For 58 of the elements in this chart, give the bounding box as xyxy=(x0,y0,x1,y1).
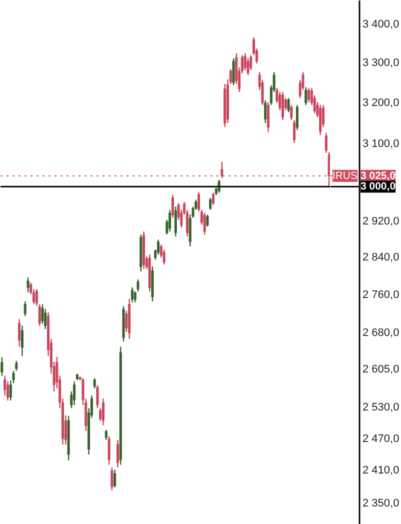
candlestick xyxy=(134,290,136,303)
candlestick xyxy=(206,214,209,228)
candlestick xyxy=(157,238,160,256)
candlestick xyxy=(20,325,24,356)
candlestick xyxy=(114,468,116,488)
y-tick-label: 2 530,0 xyxy=(362,402,400,414)
candlestick xyxy=(24,300,26,317)
candlestick xyxy=(116,439,119,468)
y-tick-label: 2 840,0 xyxy=(362,252,400,264)
candlestick xyxy=(104,429,108,440)
y-tick-label: 2 760,0 xyxy=(362,288,400,301)
y-tick-label: 3 300,0 xyxy=(362,57,400,70)
candlestick xyxy=(209,197,212,210)
candlestick xyxy=(218,179,220,194)
candlestick xyxy=(108,436,110,466)
candlestick xyxy=(290,104,293,121)
candlestick xyxy=(73,380,76,406)
y-tick-label: 3 200,0 xyxy=(362,96,400,109)
candlestick xyxy=(232,58,235,86)
candlestick xyxy=(96,384,99,409)
candlestick xyxy=(26,276,30,294)
ref-line-label: 3 000,0 xyxy=(360,180,396,193)
candlestick xyxy=(102,398,105,426)
y-tick-label: 2 920,0 xyxy=(362,216,400,228)
y-tick-label: 2 470,0 xyxy=(362,432,400,445)
y-tick-label: 2 410,0 xyxy=(362,464,400,477)
candlestick xyxy=(296,104,298,131)
y-tick-label: 2 350,0 xyxy=(362,497,400,510)
candlestick xyxy=(171,194,174,218)
candlestick xyxy=(212,192,215,206)
y-tick-label: 3 100,0 xyxy=(362,138,400,150)
candlestick xyxy=(136,278,140,292)
candlestick xyxy=(110,466,114,491)
candlestick xyxy=(287,97,290,113)
candlestick xyxy=(308,87,310,103)
ref-line-label: 3 025,0 xyxy=(360,170,396,182)
candlestick xyxy=(12,370,15,384)
candlestick xyxy=(168,209,172,232)
y-tick-label: 2 605,0 xyxy=(362,364,400,376)
candlestick xyxy=(293,119,296,144)
candlestick xyxy=(9,380,12,402)
annotation: IRUS xyxy=(332,170,358,182)
y-tick-label: 2 680,0 xyxy=(362,326,400,339)
candlestick xyxy=(203,212,206,236)
candlestick xyxy=(174,206,177,238)
candlestick xyxy=(281,91,284,121)
candlestick xyxy=(319,104,322,136)
candlestick xyxy=(162,248,166,266)
candlestick xyxy=(304,86,308,106)
candlestick xyxy=(15,360,18,372)
candlestick xyxy=(18,318,21,348)
y-tick-label: 3 400,0 xyxy=(362,18,400,30)
candlestick xyxy=(0,356,4,376)
candlestick xyxy=(130,286,134,303)
candlestick xyxy=(93,378,96,389)
candlestick xyxy=(267,102,270,133)
candlestick xyxy=(44,308,47,330)
candlestick xyxy=(264,100,267,124)
